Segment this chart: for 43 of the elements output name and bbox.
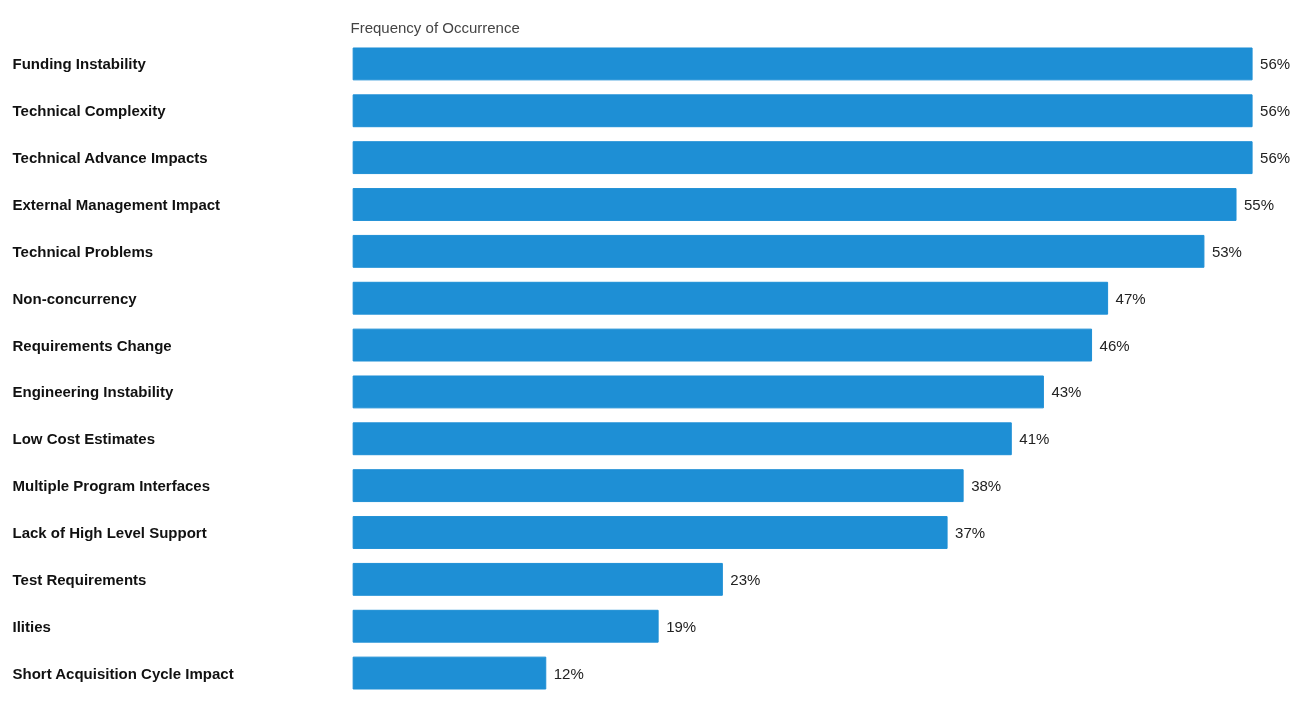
bar <box>352 94 1253 128</box>
y-tick-label: Test Requirements <box>12 570 147 588</box>
bar <box>352 328 1093 362</box>
bar <box>352 422 1012 456</box>
bar <box>352 188 1237 221</box>
bar <box>352 609 659 643</box>
bar <box>352 469 964 503</box>
data-label: 41% <box>1019 430 1050 448</box>
chart-title: Frequency of Occurrence <box>350 18 520 36</box>
data-label: 53% <box>1211 242 1242 260</box>
y-tick-label: Requirements Change <box>12 336 172 354</box>
y-tick-label: Lack of High Level Support <box>12 524 207 541</box>
data-label: 23% <box>730 570 761 588</box>
data-label: 43% <box>1051 383 1082 401</box>
bar <box>352 47 1253 81</box>
data-label: 46% <box>1099 336 1130 354</box>
data-label: 56% <box>1260 149 1291 167</box>
y-tick-label: Technical Problems <box>12 242 154 260</box>
bar <box>352 141 1253 175</box>
y-tick-label: Funding Instability <box>12 55 147 73</box>
data-label: 37% <box>955 524 986 541</box>
data-label: 12% <box>553 664 584 682</box>
data-label: 55% <box>1244 196 1275 213</box>
y-tick-label: Ilities <box>12 617 51 635</box>
y-tick-label: Technical Complexity <box>12 102 167 120</box>
y-tick-label: External Management Impact <box>12 196 221 213</box>
y-tick-label: Multiple Program Interfaces <box>12 477 211 495</box>
bar <box>352 562 723 596</box>
bar <box>352 516 948 549</box>
y-tick-label: Technical Advance Impacts <box>12 149 208 167</box>
bar <box>352 281 1109 315</box>
y-tick-label: Short Acquisition Cycle Impact <box>12 664 234 682</box>
bar <box>352 375 1044 409</box>
data-label: 38% <box>971 477 1002 495</box>
data-label: 56% <box>1260 55 1291 73</box>
data-label: 47% <box>1115 289 1146 307</box>
data-label: 19% <box>666 617 697 635</box>
bar <box>352 656 547 690</box>
data-label: 56% <box>1260 102 1291 120</box>
bar <box>352 234 1205 268</box>
y-tick-label: Non-concurrency <box>12 289 138 307</box>
y-tick-label: Engineering Instability <box>12 383 175 401</box>
y-tick-label: Low Cost Estimates <box>12 430 156 448</box>
